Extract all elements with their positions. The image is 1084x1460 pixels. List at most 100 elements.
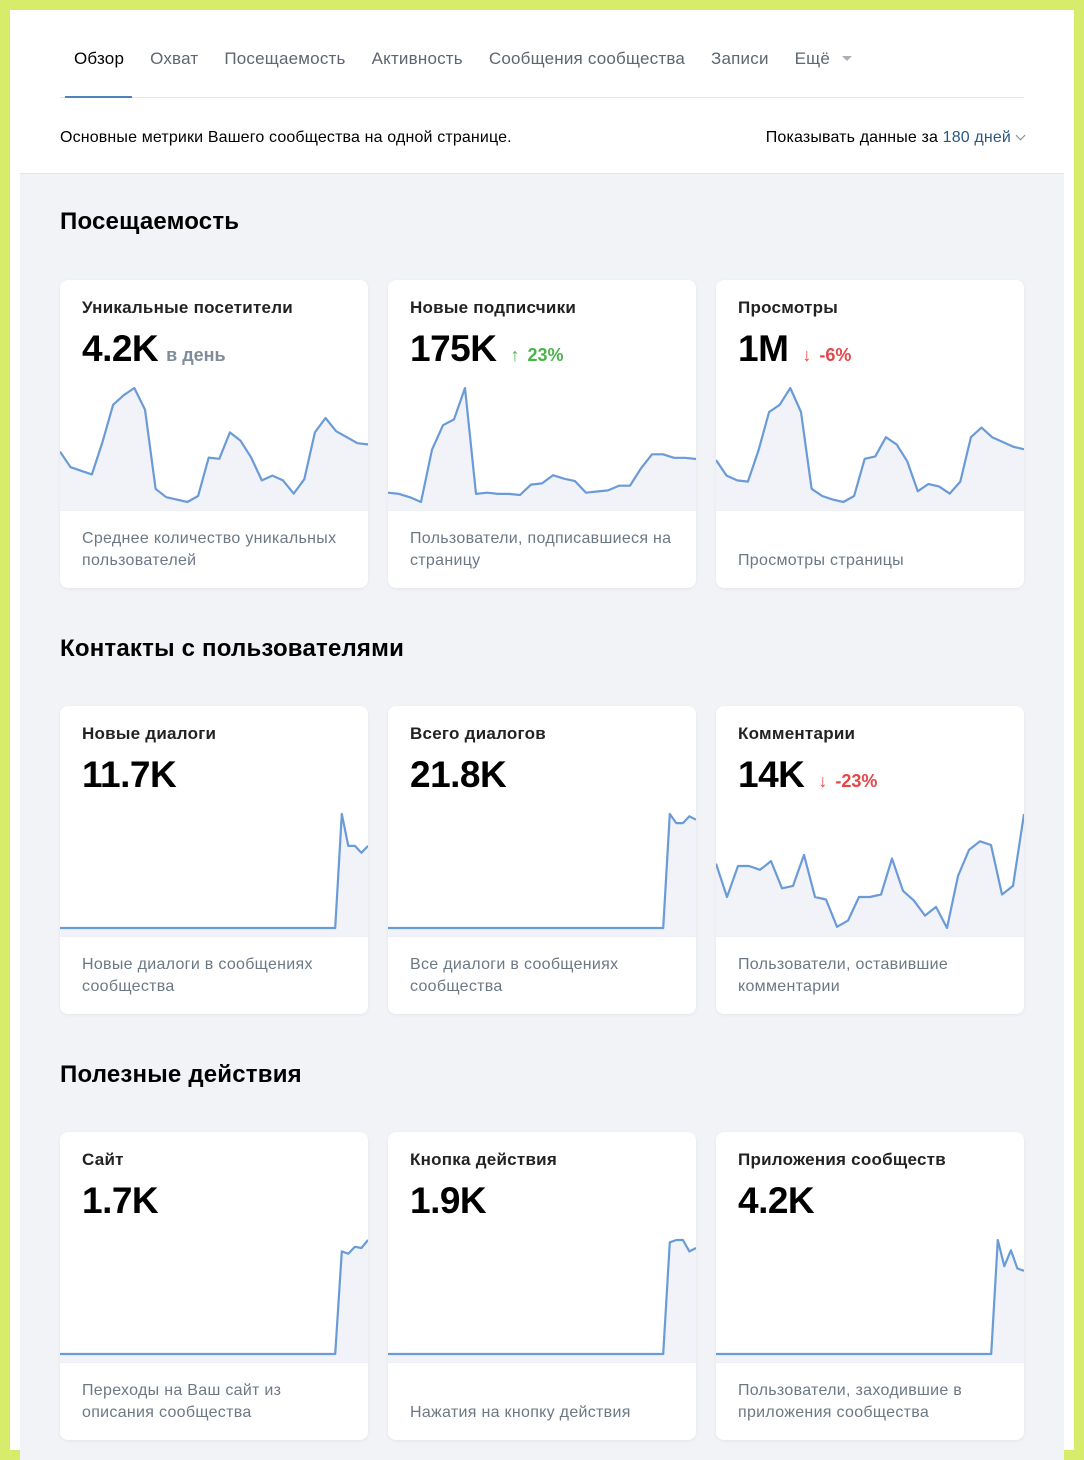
metric-value-row: 4.2K — [738, 1180, 815, 1222]
card-divider — [388, 510, 696, 511]
metric-value: 1M — [738, 328, 789, 369]
metric-card[interactable]: Комментарии 14K ↓ -23% Пользователи, остав… — [716, 706, 1024, 1014]
metric-value: 11.7K — [82, 754, 177, 795]
card-divider — [60, 936, 368, 937]
tab-attendance[interactable]: Посещаемость — [211, 20, 358, 97]
sparkline-line — [60, 812, 368, 930]
sparkline-line — [388, 1238, 696, 1356]
period-value: 180 дней — [942, 129, 1011, 146]
sparkline-line — [716, 1238, 1024, 1356]
tab-label: Активность — [371, 48, 463, 68]
metric-value: 4.2K — [82, 328, 159, 369]
metric-value: 21.8K — [410, 754, 507, 795]
page-description: Основные метрики Вашего сообщества на од… — [60, 129, 512, 146]
tab-reach[interactable]: Охват — [137, 20, 211, 97]
arrow-down-icon: ↓ — [802, 345, 812, 365]
sparkline-chart — [388, 1238, 696, 1362]
metric-title: Всего диалогов — [410, 724, 546, 743]
header-subrow: Основные метрики Вашего сообщества на од… — [60, 124, 1026, 152]
metric-value-row: 1.7K — [82, 1180, 159, 1222]
metric-delta: ↑ 23% — [510, 345, 563, 366]
tab-posts[interactable]: Записи — [698, 20, 782, 97]
metric-title: Сайт — [82, 1150, 124, 1169]
section-contacts-title: Контакты с пользователями — [60, 635, 405, 662]
sparkline-area — [716, 388, 1024, 510]
section-useful-actions-cards: Сайт 1.7K Переходы на Ваш сайт из описан… — [60, 1132, 1024, 1440]
metric-card[interactable]: Новые подписчики 175K ↑ 23% Пользователи, … — [388, 280, 696, 588]
sparkline-area — [60, 1240, 368, 1362]
metric-description: Новые диалоги в сообщениях сообщества — [82, 956, 313, 995]
sparkline-line — [716, 813, 1024, 930]
arrow-up-icon: ↑ — [510, 345, 520, 365]
tab-bar: Обзор Охват Посещаемость Активность Сооб… — [60, 20, 1024, 98]
metric-description: Переходы на Ваш сайт из описания сообщес… — [82, 1382, 282, 1421]
metric-delta-value: 23% — [527, 345, 564, 365]
sparkline-chart — [60, 386, 368, 510]
sparkline-line — [388, 386, 696, 504]
sparkline-area — [716, 814, 1024, 936]
caret-down-icon — [842, 56, 853, 61]
section-attendance-title: Посещаемость — [60, 208, 240, 235]
chevron-down-icon — [1015, 130, 1026, 141]
sparkline-chart — [716, 813, 1024, 936]
tab-label: Ещё — [794, 48, 831, 68]
sparkline-chart — [388, 812, 696, 936]
tab-label: Записи — [711, 48, 769, 68]
metric-value-row: 1.9K — [410, 1180, 487, 1222]
tab-overview[interactable]: Обзор — [60, 20, 137, 98]
metric-description: Просмотры страницы — [738, 552, 904, 569]
metric-value-row: 11.7K — [82, 754, 177, 796]
section-attendance-cards: Уникальные посетители 4.2K в день Среднее… — [60, 280, 1024, 588]
metric-card[interactable]: Сайт 1.7K Переходы на Ваш сайт из описан… — [60, 1132, 368, 1440]
metric-title: Приложения сообществ — [738, 1150, 946, 1169]
tab-community-messages[interactable]: Сообщения сообщества — [476, 20, 698, 97]
sparkline-line — [60, 386, 368, 504]
section-contacts-cards: Новые диалоги 11.7K Новые диалоги в сооб… — [60, 706, 1024, 1014]
metric-value: 1.7K — [82, 1180, 159, 1221]
period-selector[interactable]: Показывать данные за 180 дней — [765, 129, 1026, 147]
metric-value-row: 1M ↓ -6% — [738, 328, 851, 370]
stats-page: Обзор Охват Посещаемость Активность Сооб… — [20, 20, 1064, 1460]
tab-activity[interactable]: Активность — [359, 20, 476, 97]
sparkline-chart — [388, 386, 696, 510]
metric-description: Среднее количество уникальных пользовате… — [82, 530, 337, 569]
metric-title: Комментарии — [738, 724, 856, 743]
arrow-down-icon: ↓ — [818, 771, 828, 791]
app-frame: Обзор Охват Посещаемость Активность Сооб… — [10, 10, 1074, 1460]
metric-title: Уникальные посетители — [82, 298, 293, 317]
sparkline-area — [388, 814, 696, 936]
metric-delta-value: -23% — [835, 771, 878, 791]
metric-card[interactable]: Уникальные посетители 4.2K в день Среднее… — [60, 280, 368, 588]
sparkline-area — [716, 1240, 1024, 1362]
metric-title: Новые подписчики — [410, 298, 577, 317]
metric-card[interactable]: Приложения сообществ 4.2K Пользователи, … — [716, 1132, 1024, 1440]
sparkline-area — [60, 814, 368, 936]
metric-description: Все диалоги в сообщениях сообщества — [410, 956, 619, 995]
tab-label: Обзор — [74, 48, 125, 68]
metric-card[interactable]: Кнопка действия 1.9K Нажатия на кнопку д… — [388, 1132, 696, 1440]
tab-label: Посещаемость — [224, 48, 346, 68]
metric-card[interactable]: Всего диалогов 21.8K Все диалоги в сообщ… — [388, 706, 696, 1014]
metric-value-row: 4.2K в день — [82, 328, 226, 370]
sparkline-chart — [716, 386, 1024, 510]
metric-card[interactable]: Просмотры 1M ↓ -6% Просмотры страницы — [716, 280, 1024, 588]
metric-value: 14K — [738, 754, 805, 795]
section-useful-actions-title: Полезные действия — [60, 1061, 302, 1088]
metric-title: Просмотры — [738, 298, 839, 317]
metric-title: Кнопка действия — [410, 1150, 558, 1169]
period-label: Показывать данные за — [765, 129, 939, 146]
metric-description: Пользователи, подписавшиеся на страницу — [410, 530, 672, 569]
page-header: Обзор Охват Посещаемость Активность Сооб… — [20, 20, 1064, 174]
card-divider — [716, 510, 1024, 511]
metric-card[interactable]: Новые диалоги 11.7K Новые диалоги в сооб… — [60, 706, 368, 1014]
metric-title: Новые диалоги — [82, 724, 217, 743]
sparkline-area — [60, 388, 368, 510]
metric-value: 175K — [410, 328, 497, 369]
sparkline-line — [388, 812, 696, 930]
metric-suffix: в день — [166, 345, 226, 365]
tab-more[interactable]: Ещё — [782, 20, 865, 97]
tab-label: Сообщения сообщества — [488, 48, 686, 68]
sparkline-area — [388, 1240, 696, 1362]
metric-delta-value: -6% — [819, 345, 852, 365]
sparkline-chart — [60, 1239, 368, 1362]
